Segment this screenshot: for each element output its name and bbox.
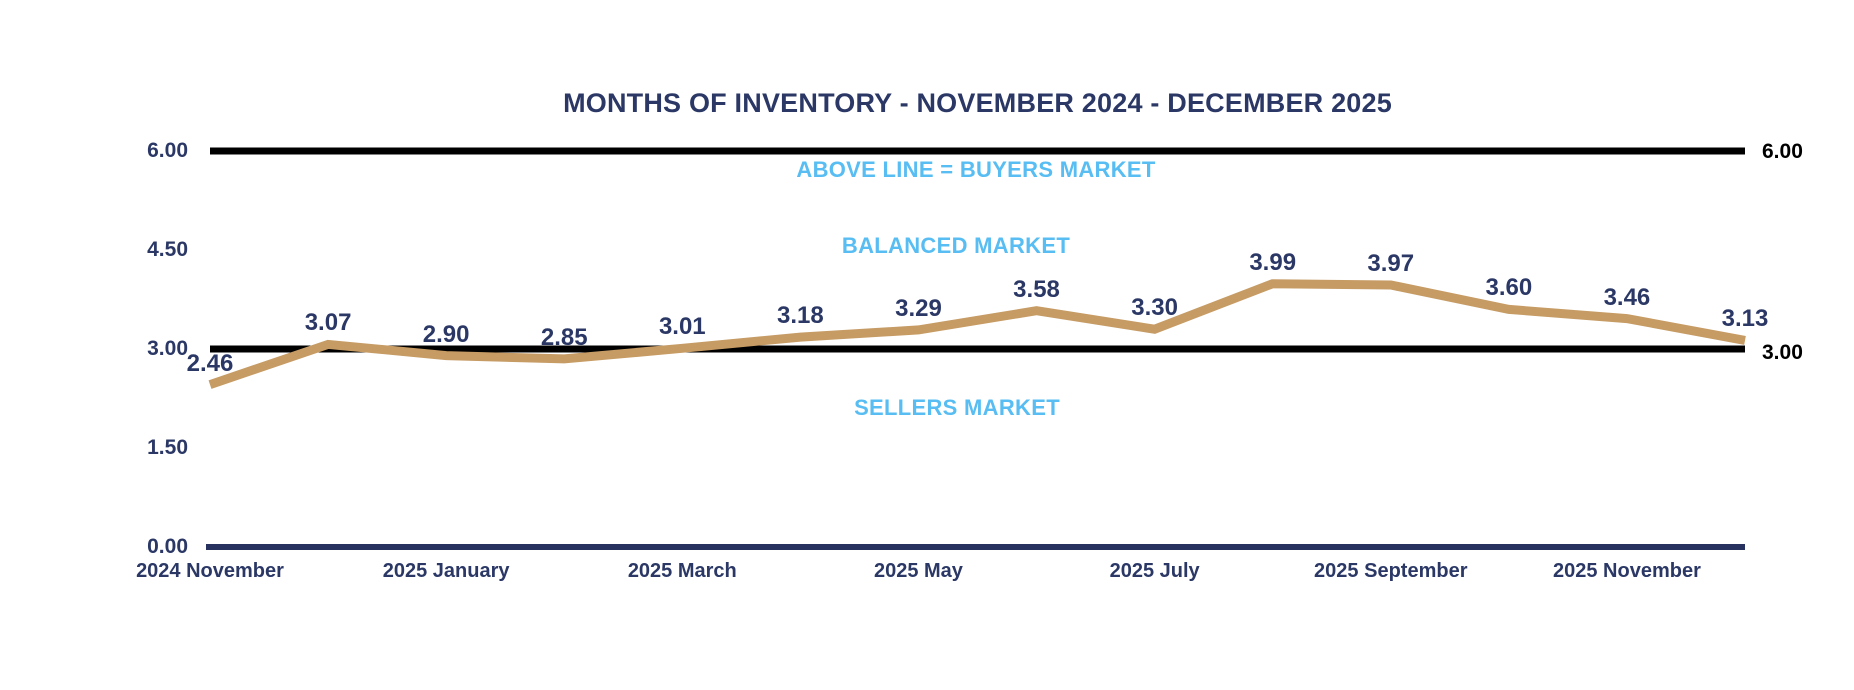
sellers-market-label: SELLERS MARKET	[854, 395, 1060, 420]
data-label: 3.07	[304, 309, 352, 337]
y-axis-label: 0.00	[147, 535, 188, 558]
inventory-line	[208, 279, 1746, 389]
y-axis-label-right: 6.00	[1762, 140, 1803, 163]
balanced-market-label: BALANCED MARKET	[841, 233, 1071, 258]
x-axis-label: 2025 November	[1552, 560, 1701, 582]
y-axis-label: 4.50	[147, 238, 188, 261]
data-label: 3.97	[1367, 249, 1415, 277]
x-axis-label: 2025 July	[1109, 560, 1200, 582]
data-label: 3.30	[1131, 294, 1178, 322]
y-axis-label: 3.00	[147, 337, 188, 360]
y-axis-label: 1.50	[147, 436, 188, 459]
x-axis-label: 2025 September	[1314, 560, 1468, 582]
buyers-market-label: ABOVE LINE = BUYERS MARKET	[796, 157, 1156, 182]
data-label: 3.29	[895, 294, 942, 322]
data-label: 3.46	[1603, 283, 1651, 311]
page-title: MONTHS OF INVENTORY - NOVEMBER 2024 - DE…	[563, 88, 1392, 118]
data-label: 3.13	[1721, 305, 1769, 333]
x-axis-label: 2024 November	[136, 560, 284, 582]
data-label: 2.46	[186, 349, 234, 377]
x-axis-label: 2025 January	[382, 560, 510, 582]
data-label: 3.99	[1249, 248, 1297, 276]
data-label: 3.18	[777, 302, 824, 330]
x-axis-label: 2025 May	[873, 560, 963, 582]
data-label: 3.01	[658, 313, 706, 341]
data-label: 3.60	[1485, 274, 1533, 302]
y-axis-label-right: 3.00	[1762, 341, 1803, 364]
y-axis-label: 6.00	[147, 139, 188, 162]
data-label: 2.90	[422, 320, 470, 348]
x-axis-label: 2025 March	[627, 560, 737, 582]
data-label: 3.58	[1013, 275, 1060, 303]
data-label: 2.85	[540, 323, 588, 351]
